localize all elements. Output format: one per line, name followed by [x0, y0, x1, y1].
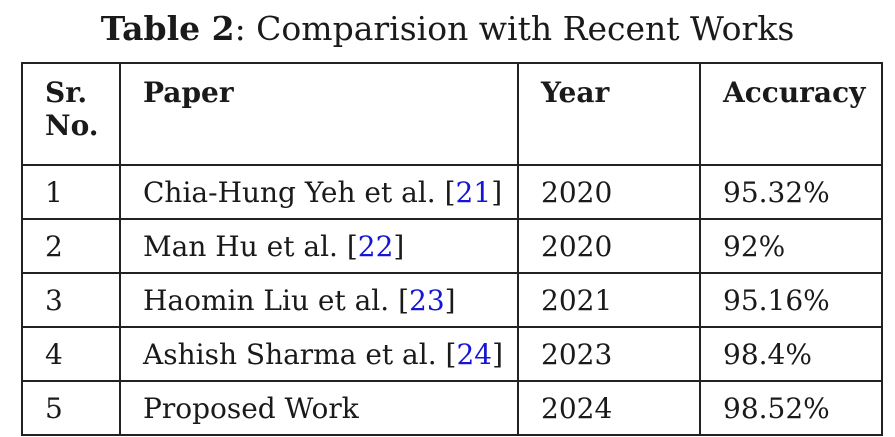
- cell-paper: Man Hu et al. [22]: [119, 218, 519, 274]
- header-year: Year: [517, 62, 701, 166]
- cell-sr-no: 5: [21, 380, 121, 436]
- cell-accuracy: 92%: [699, 218, 883, 274]
- cell-year: 2020: [517, 218, 701, 274]
- table-header-row: Sr. No. Paper Year Accuracy: [21, 62, 883, 166]
- comparison-table: Sr. No. Paper Year Accuracy 1 Chia-Hung Y…: [21, 62, 883, 436]
- header-sr-line1: Sr.: [45, 76, 88, 109]
- cell-accuracy: 98.52%: [699, 380, 883, 436]
- cell-year: 2023: [517, 326, 701, 382]
- citation-link[interactable]: 22: [357, 229, 394, 263]
- cell-accuracy: 95.32%: [699, 164, 883, 220]
- cell-sr-no: 4: [21, 326, 121, 382]
- cell-sr-no: 2: [21, 218, 121, 274]
- table-caption: Table 2: Comparision with Recent Works: [0, 10, 895, 48]
- cell-sr-no: 3: [21, 272, 121, 328]
- cell-paper: Proposed Work: [119, 380, 519, 436]
- cell-paper: Chia-Hung Yeh et al. [21]: [119, 164, 519, 220]
- paper-name: Chia-Hung Yeh et al.: [143, 175, 445, 209]
- table-row: 3 Haomin Liu et al. [23] 2021 95.16%: [21, 272, 883, 328]
- header-accuracy: Accuracy: [699, 62, 883, 166]
- header-sr-line2: No.: [45, 109, 99, 142]
- cell-accuracy: 98.4%: [699, 326, 883, 382]
- cell-sr-no: 1: [21, 164, 121, 220]
- table-row: 1 Chia-Hung Yeh et al. [21] 2020 95.32%: [21, 164, 883, 220]
- caption-title: Comparision with Recent Works: [256, 9, 795, 48]
- cell-paper: Haomin Liu et al. [23]: [119, 272, 519, 328]
- cell-accuracy: 95.16%: [699, 272, 883, 328]
- header-sr-no: Sr. No.: [21, 62, 121, 166]
- citation-link[interactable]: 21: [455, 175, 492, 209]
- header-paper: Paper: [119, 62, 519, 166]
- caption-label: Table 2: [100, 9, 235, 48]
- cell-year: 2024: [517, 380, 701, 436]
- table-row: 4 Ashish Sharma et al. [24] 2023 98.4%: [21, 326, 883, 382]
- table-row: 5 Proposed Work 2024 98.52%: [21, 380, 883, 436]
- citation-link[interactable]: 24: [456, 337, 493, 371]
- paper-name: Proposed Work: [143, 391, 359, 425]
- paper-name: Haomin Liu et al.: [143, 283, 399, 317]
- table-row: 2 Man Hu et al. [22] 2020 92%: [21, 218, 883, 274]
- caption-separator: :: [234, 9, 257, 48]
- cell-paper: Ashish Sharma et al. [24]: [119, 326, 519, 382]
- paper-name: Ashish Sharma et al.: [143, 337, 446, 371]
- cell-year: 2020: [517, 164, 701, 220]
- cell-year: 2021: [517, 272, 701, 328]
- paper-name: Man Hu et al.: [143, 229, 347, 263]
- citation-link[interactable]: 23: [409, 283, 445, 317]
